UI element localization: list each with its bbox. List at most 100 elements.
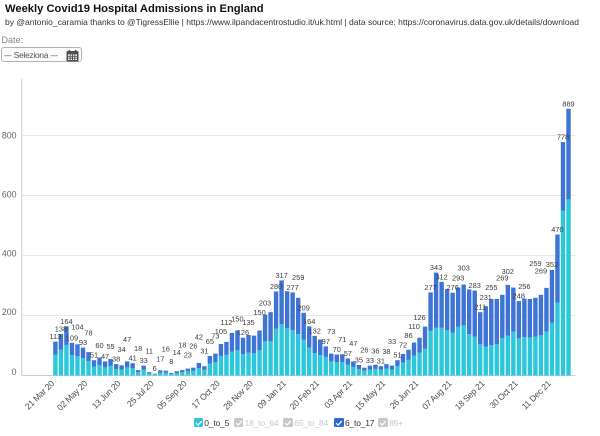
svg-text:104: 104	[71, 323, 83, 332]
svg-text:05 Sep 20: 05 Sep 20	[155, 378, 189, 412]
svg-text:283: 283	[469, 281, 481, 290]
svg-text:164: 164	[303, 317, 315, 326]
svg-text:135: 135	[242, 318, 254, 327]
svg-text:03 Apr 21: 03 Apr 21	[322, 378, 354, 410]
svg-text:26 Jun 21: 26 Jun 21	[388, 378, 421, 411]
svg-text:259: 259	[529, 259, 541, 268]
svg-text:51: 51	[90, 351, 98, 360]
svg-text:105: 105	[215, 327, 227, 336]
svg-text:21 Mar 20: 21 Mar 20	[23, 378, 57, 411]
svg-text:25 Jul 20: 25 Jul 20	[125, 378, 156, 409]
svg-text:33: 33	[366, 356, 374, 365]
svg-text:209: 209	[298, 303, 310, 312]
svg-text:14: 14	[173, 348, 181, 357]
svg-text:72: 72	[399, 340, 407, 349]
svg-text:470: 470	[551, 225, 563, 234]
svg-text:33: 33	[140, 356, 148, 365]
svg-text:65: 65	[206, 337, 214, 346]
svg-text:33: 33	[388, 337, 396, 346]
svg-text:203: 203	[259, 298, 271, 307]
svg-text:38: 38	[382, 347, 390, 356]
svg-text:60: 60	[95, 341, 103, 350]
svg-text:8: 8	[169, 357, 173, 366]
svg-text:26: 26	[360, 346, 368, 355]
svg-text:303: 303	[458, 264, 470, 273]
svg-text:277: 277	[424, 283, 436, 292]
svg-text:109: 109	[66, 333, 78, 342]
svg-text:30 Oct 21: 30 Oct 21	[487, 378, 520, 410]
svg-text:259: 259	[292, 273, 304, 282]
svg-text:78: 78	[84, 328, 92, 337]
svg-text:93: 93	[79, 338, 87, 347]
svg-text:889: 889	[562, 99, 574, 108]
svg-text:778: 778	[557, 133, 569, 142]
svg-text:31: 31	[377, 357, 385, 366]
svg-text:47: 47	[349, 339, 357, 348]
svg-text:15 May 21: 15 May 21	[353, 378, 388, 412]
svg-text:71: 71	[338, 335, 346, 344]
svg-text:57: 57	[344, 349, 352, 358]
svg-text:343: 343	[430, 263, 442, 272]
svg-text:20 Feb 21: 20 Feb 21	[288, 378, 322, 411]
svg-text:86: 86	[404, 331, 412, 340]
svg-text:17 Oct 20: 17 Oct 20	[189, 378, 222, 410]
svg-text:211: 211	[474, 303, 486, 312]
svg-text:132: 132	[309, 326, 321, 335]
svg-text:269: 269	[496, 273, 508, 282]
svg-text:36: 36	[371, 346, 379, 355]
svg-text:97: 97	[322, 337, 330, 346]
svg-text:113: 113	[50, 332, 62, 341]
svg-text:41: 41	[129, 354, 137, 363]
svg-text:26: 26	[189, 342, 197, 351]
svg-text:73: 73	[327, 327, 335, 336]
svg-text:269: 269	[535, 266, 547, 275]
svg-text:276: 276	[446, 283, 458, 292]
svg-text:51: 51	[393, 351, 401, 360]
svg-text:200: 200	[2, 307, 17, 317]
svg-text:800: 800	[2, 131, 17, 141]
svg-text:73: 73	[211, 332, 219, 341]
svg-text:07 Aug 21: 07 Aug 21	[420, 378, 454, 411]
svg-text:317: 317	[275, 271, 287, 280]
svg-text:47: 47	[123, 335, 131, 344]
svg-text:16: 16	[162, 345, 170, 354]
svg-text:248: 248	[513, 292, 525, 301]
svg-text:18 Sep 21: 18 Sep 21	[453, 378, 487, 412]
svg-text:255: 255	[485, 283, 497, 292]
svg-text:280: 280	[270, 282, 282, 291]
svg-text:18: 18	[134, 344, 142, 353]
svg-text:09 Jan 21: 09 Jan 21	[255, 378, 288, 411]
svg-text:70: 70	[333, 345, 341, 354]
svg-text:126: 126	[413, 313, 425, 322]
svg-text:23: 23	[184, 351, 192, 360]
svg-text:150: 150	[231, 314, 243, 323]
svg-text:38: 38	[112, 355, 120, 364]
svg-text:302: 302	[502, 267, 514, 276]
svg-text:28 Nov 20: 28 Nov 20	[221, 378, 255, 412]
svg-text:164: 164	[60, 317, 72, 326]
svg-text:02 May 20: 02 May 20	[55, 378, 90, 412]
svg-text:55: 55	[106, 342, 114, 351]
svg-text:126: 126	[237, 328, 249, 337]
svg-text:600: 600	[2, 190, 17, 200]
svg-text:18: 18	[178, 341, 186, 350]
svg-text:35: 35	[355, 356, 363, 365]
svg-text:277: 277	[286, 283, 298, 292]
svg-text:400: 400	[2, 248, 17, 258]
svg-text:0: 0	[12, 367, 17, 377]
svg-text:293: 293	[452, 273, 464, 282]
svg-text:150: 150	[253, 308, 265, 317]
svg-text:6: 6	[153, 364, 157, 373]
svg-text:110: 110	[408, 322, 420, 331]
svg-text:11: 11	[145, 346, 153, 355]
svg-text:256: 256	[518, 282, 530, 291]
svg-text:34: 34	[117, 345, 125, 354]
svg-text:13 Jun 20: 13 Jun 20	[90, 378, 123, 411]
svg-text:231: 231	[480, 293, 492, 302]
svg-text:17: 17	[156, 354, 164, 363]
svg-text:42: 42	[195, 332, 203, 341]
svg-text:352: 352	[546, 260, 558, 269]
svg-text:138: 138	[55, 325, 67, 334]
svg-text:312: 312	[435, 272, 447, 281]
svg-text:31: 31	[200, 347, 208, 356]
